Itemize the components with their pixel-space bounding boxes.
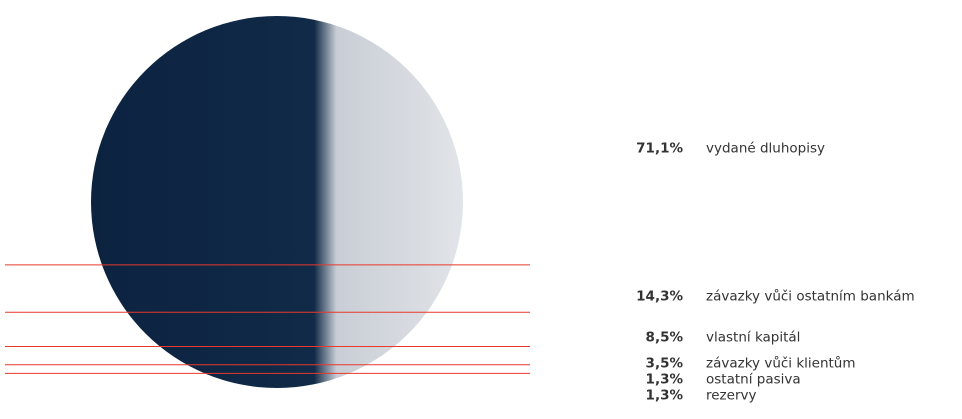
value-label: 1,3% — [646, 388, 684, 404]
category-label: rezervy — [706, 388, 756, 404]
value-label: 1,3% — [646, 372, 684, 388]
category-label: vydané dluhopisy — [706, 140, 825, 156]
photo-circle — [91, 16, 463, 388]
category-label: závazky vůči ostatním bankám — [706, 289, 915, 305]
category-label: ostatní pasiva — [706, 372, 801, 388]
value-label: 8,5% — [646, 329, 684, 345]
value-label: 71,1% — [636, 140, 683, 156]
category-label: závazky vůči klientům — [706, 356, 856, 372]
value-label: 3,5% — [646, 356, 684, 372]
value-label: 14,3% — [636, 289, 683, 305]
category-label: vlastní kapitál — [706, 329, 800, 345]
